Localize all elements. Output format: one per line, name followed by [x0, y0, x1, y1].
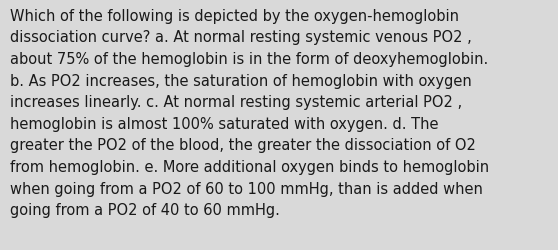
Text: Which of the following is depicted by the oxygen-hemoglobin
dissociation curve? : Which of the following is depicted by th… — [10, 9, 489, 217]
